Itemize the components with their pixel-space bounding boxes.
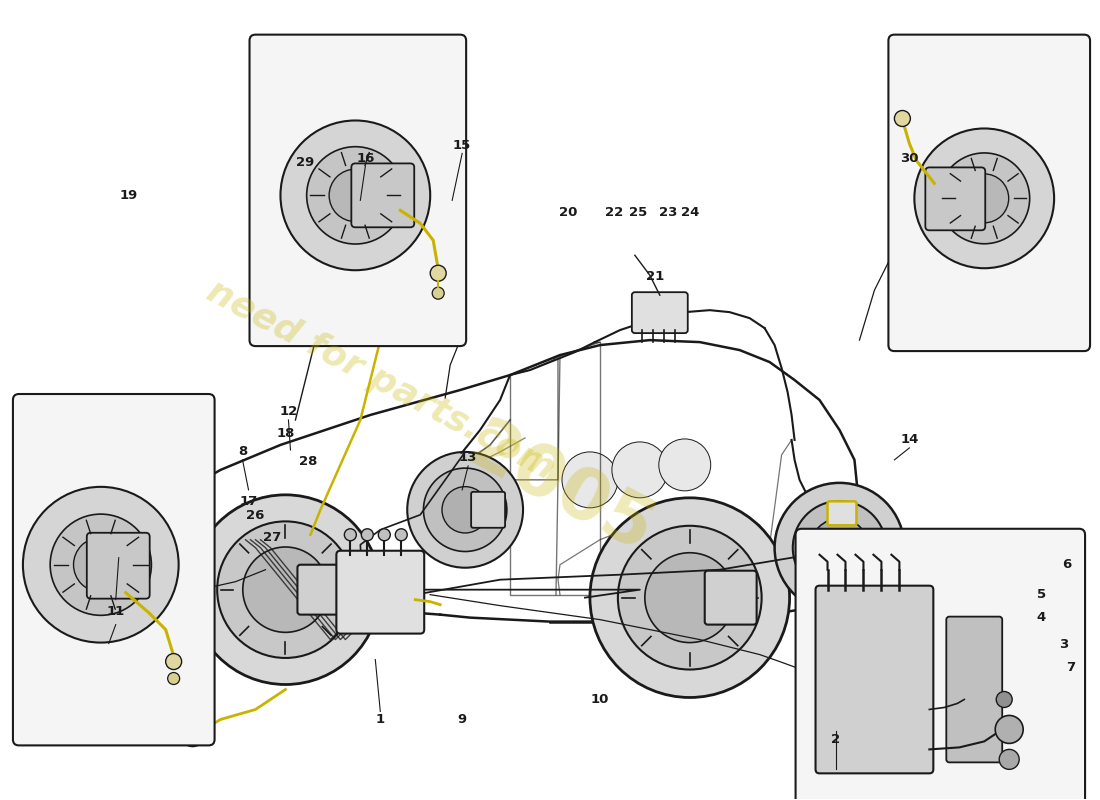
Text: 25: 25: [629, 206, 647, 219]
Circle shape: [180, 722, 205, 746]
Circle shape: [190, 495, 381, 685]
Circle shape: [999, 750, 1020, 770]
Circle shape: [811, 518, 869, 577]
Text: 21: 21: [646, 270, 664, 282]
Circle shape: [344, 529, 356, 541]
FancyBboxPatch shape: [13, 394, 214, 746]
Circle shape: [960, 174, 1009, 223]
Circle shape: [645, 553, 735, 642]
Text: 7: 7: [1067, 661, 1076, 674]
FancyBboxPatch shape: [631, 292, 688, 333]
Text: 18: 18: [276, 427, 295, 441]
Circle shape: [280, 121, 430, 270]
Circle shape: [997, 691, 1012, 707]
Circle shape: [329, 169, 382, 222]
Text: 23: 23: [659, 206, 676, 219]
Text: 15: 15: [453, 139, 471, 152]
Text: 29: 29: [296, 156, 315, 169]
Circle shape: [914, 129, 1054, 268]
Circle shape: [793, 501, 887, 594]
Text: 19: 19: [120, 189, 138, 202]
FancyBboxPatch shape: [471, 492, 505, 528]
FancyBboxPatch shape: [795, 529, 1085, 800]
Text: 22: 22: [605, 206, 623, 219]
Text: 3: 3: [1059, 638, 1069, 651]
Circle shape: [430, 266, 447, 282]
Circle shape: [618, 526, 761, 670]
Text: 2: 2: [830, 733, 840, 746]
Text: 24: 24: [681, 206, 698, 219]
FancyBboxPatch shape: [351, 163, 415, 227]
Text: 8: 8: [238, 446, 248, 458]
Circle shape: [442, 486, 488, 533]
FancyBboxPatch shape: [87, 533, 150, 598]
FancyBboxPatch shape: [297, 565, 345, 614]
Text: 6: 6: [1063, 558, 1071, 571]
Text: 2005: 2005: [455, 412, 666, 567]
Text: 17: 17: [240, 495, 257, 508]
Circle shape: [361, 529, 373, 541]
Circle shape: [432, 287, 444, 299]
Text: 4: 4: [1036, 611, 1046, 624]
Circle shape: [378, 529, 390, 541]
Text: 30: 30: [900, 152, 918, 165]
Text: 27: 27: [263, 531, 282, 544]
Circle shape: [395, 529, 407, 541]
Text: need for parts.com: need for parts.com: [200, 274, 560, 486]
FancyBboxPatch shape: [337, 550, 425, 634]
Text: 20: 20: [559, 206, 578, 219]
Text: 14: 14: [900, 434, 918, 446]
Circle shape: [996, 715, 1023, 743]
FancyBboxPatch shape: [925, 167, 986, 230]
Circle shape: [74, 538, 128, 592]
FancyBboxPatch shape: [250, 34, 466, 346]
FancyBboxPatch shape: [827, 502, 857, 526]
Text: 12: 12: [279, 406, 298, 418]
Circle shape: [307, 146, 404, 244]
Text: 5: 5: [1036, 588, 1046, 601]
Text: 1: 1: [376, 713, 385, 726]
Circle shape: [938, 153, 1030, 244]
Text: 13: 13: [459, 451, 477, 464]
Circle shape: [590, 498, 790, 698]
FancyBboxPatch shape: [815, 586, 933, 774]
Circle shape: [217, 522, 354, 658]
Circle shape: [167, 673, 179, 685]
Circle shape: [51, 514, 152, 615]
Circle shape: [23, 487, 178, 642]
FancyBboxPatch shape: [946, 617, 1002, 762]
FancyBboxPatch shape: [705, 570, 757, 625]
Text: 16: 16: [356, 152, 374, 165]
Text: 10: 10: [591, 693, 609, 706]
FancyBboxPatch shape: [889, 34, 1090, 351]
Circle shape: [407, 452, 522, 568]
Circle shape: [424, 468, 507, 551]
Text: 26: 26: [246, 510, 265, 522]
Text: 11: 11: [107, 605, 125, 618]
Circle shape: [612, 442, 668, 498]
Text: 9: 9: [458, 713, 466, 726]
Text: 28: 28: [299, 455, 318, 468]
Circle shape: [894, 110, 911, 126]
Circle shape: [659, 439, 711, 491]
Circle shape: [562, 452, 618, 508]
Circle shape: [166, 654, 182, 670]
Circle shape: [774, 483, 904, 613]
Circle shape: [186, 727, 199, 742]
Circle shape: [243, 547, 328, 632]
